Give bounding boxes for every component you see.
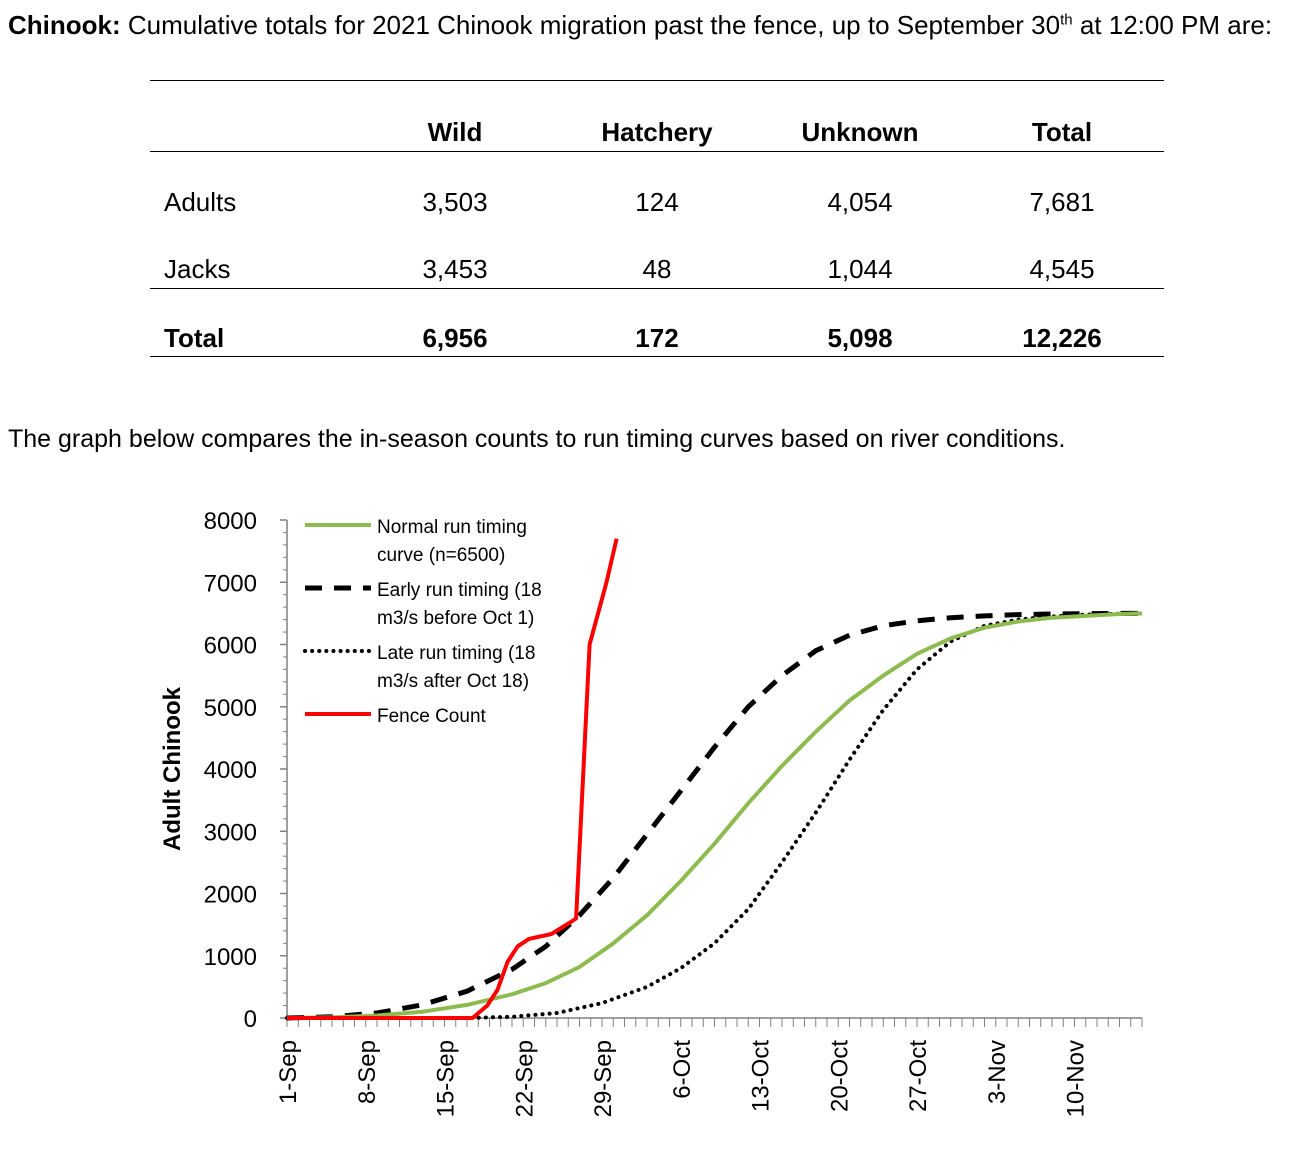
jacks-hatchery: 48 (642, 254, 672, 284)
header-wild: Wild (427, 117, 483, 147)
normal-run-line (286, 611, 1143, 1020)
intro-tail: at 12:00 PM are: (1072, 10, 1273, 40)
adults-hatchery: 124 (635, 187, 679, 217)
early-run-line (286, 610, 1142, 1021)
adults-unknown: 4,054 (827, 187, 893, 217)
jacks-unknown: 1,044 (827, 254, 893, 284)
x-tick-label: 10-Nov (1063, 1040, 1090, 1117)
y-tick-label: 2000 (204, 882, 257, 909)
x-tick-label: 13-Oct (748, 1040, 775, 1112)
total-total: 12,226 (1022, 323, 1102, 353)
legend-normal-label: Normal run timing curve (n=6500) (377, 517, 527, 566)
x-tick-label: 29-Sep (590, 1040, 617, 1117)
legend-late-label: Late run timing (18 m3/s after Oct 18) (377, 643, 535, 692)
total-hatchery: 172 (635, 323, 679, 353)
x-tick-label: 1-Sep (275, 1040, 302, 1104)
jacks-rule (150, 288, 1164, 289)
table-top-rule (150, 80, 1164, 81)
table-bottom-rule (150, 356, 1164, 357)
intro-text: Chinook: Cumulative totals for 2021 Chin… (8, 8, 1298, 43)
y-tick-label: 1000 (204, 944, 257, 971)
header-unknown: Unknown (801, 117, 919, 147)
fence-count-line (287, 538, 619, 1020)
row-label-adults: Adults (164, 187, 237, 217)
y-axis-title: Adult Chinook (159, 686, 186, 851)
x-tick-label: 22-Sep (511, 1040, 538, 1117)
jacks-total: 4,545 (1029, 254, 1095, 284)
header-rule (150, 151, 1164, 152)
header-total: Total (1031, 117, 1093, 147)
y-tick-label: 7000 (204, 570, 257, 597)
y-tick-label: 6000 (204, 633, 257, 660)
y-tick-label: 3000 (204, 819, 257, 846)
legend-early-label: Early run timing (18 m3/s before Oct 1) (377, 580, 542, 629)
y-tick-label: 0 (244, 1006, 257, 1033)
x-tick-label: 6-Oct (669, 1040, 696, 1099)
x-tick-label: 27-Oct (905, 1040, 932, 1112)
adults-wild: 3,503 (422, 187, 488, 217)
intro-body: Cumulative totals for 2021 Chinook migra… (120, 10, 1061, 40)
adults-total: 7,681 (1029, 187, 1095, 217)
species-label: Chinook: (8, 10, 121, 40)
y-tick-label: 5000 (204, 695, 257, 722)
y-tick-label: 8000 (204, 508, 257, 535)
x-tick-label: 3-Nov (984, 1040, 1011, 1104)
x-tick-label: 15-Sep (433, 1040, 460, 1117)
row-label-total: Total (164, 323, 225, 353)
total-wild: 6,956 (422, 323, 488, 353)
chart-description: The graph below compares the in-season c… (8, 425, 1066, 453)
x-tick-label: 8-Sep (354, 1040, 381, 1104)
intro-superscript: th (1060, 11, 1073, 29)
legend-fence-label: Fence Count (377, 706, 487, 727)
jacks-wild: 3,453 (422, 254, 488, 284)
y-tick-label: 4000 (204, 757, 257, 784)
row-label-jacks: Jacks (164, 254, 231, 284)
header-hatchery: Hatchery (601, 117, 713, 147)
x-tick-label: 20-Oct (826, 1040, 853, 1112)
total-unknown: 5,098 (827, 323, 893, 353)
